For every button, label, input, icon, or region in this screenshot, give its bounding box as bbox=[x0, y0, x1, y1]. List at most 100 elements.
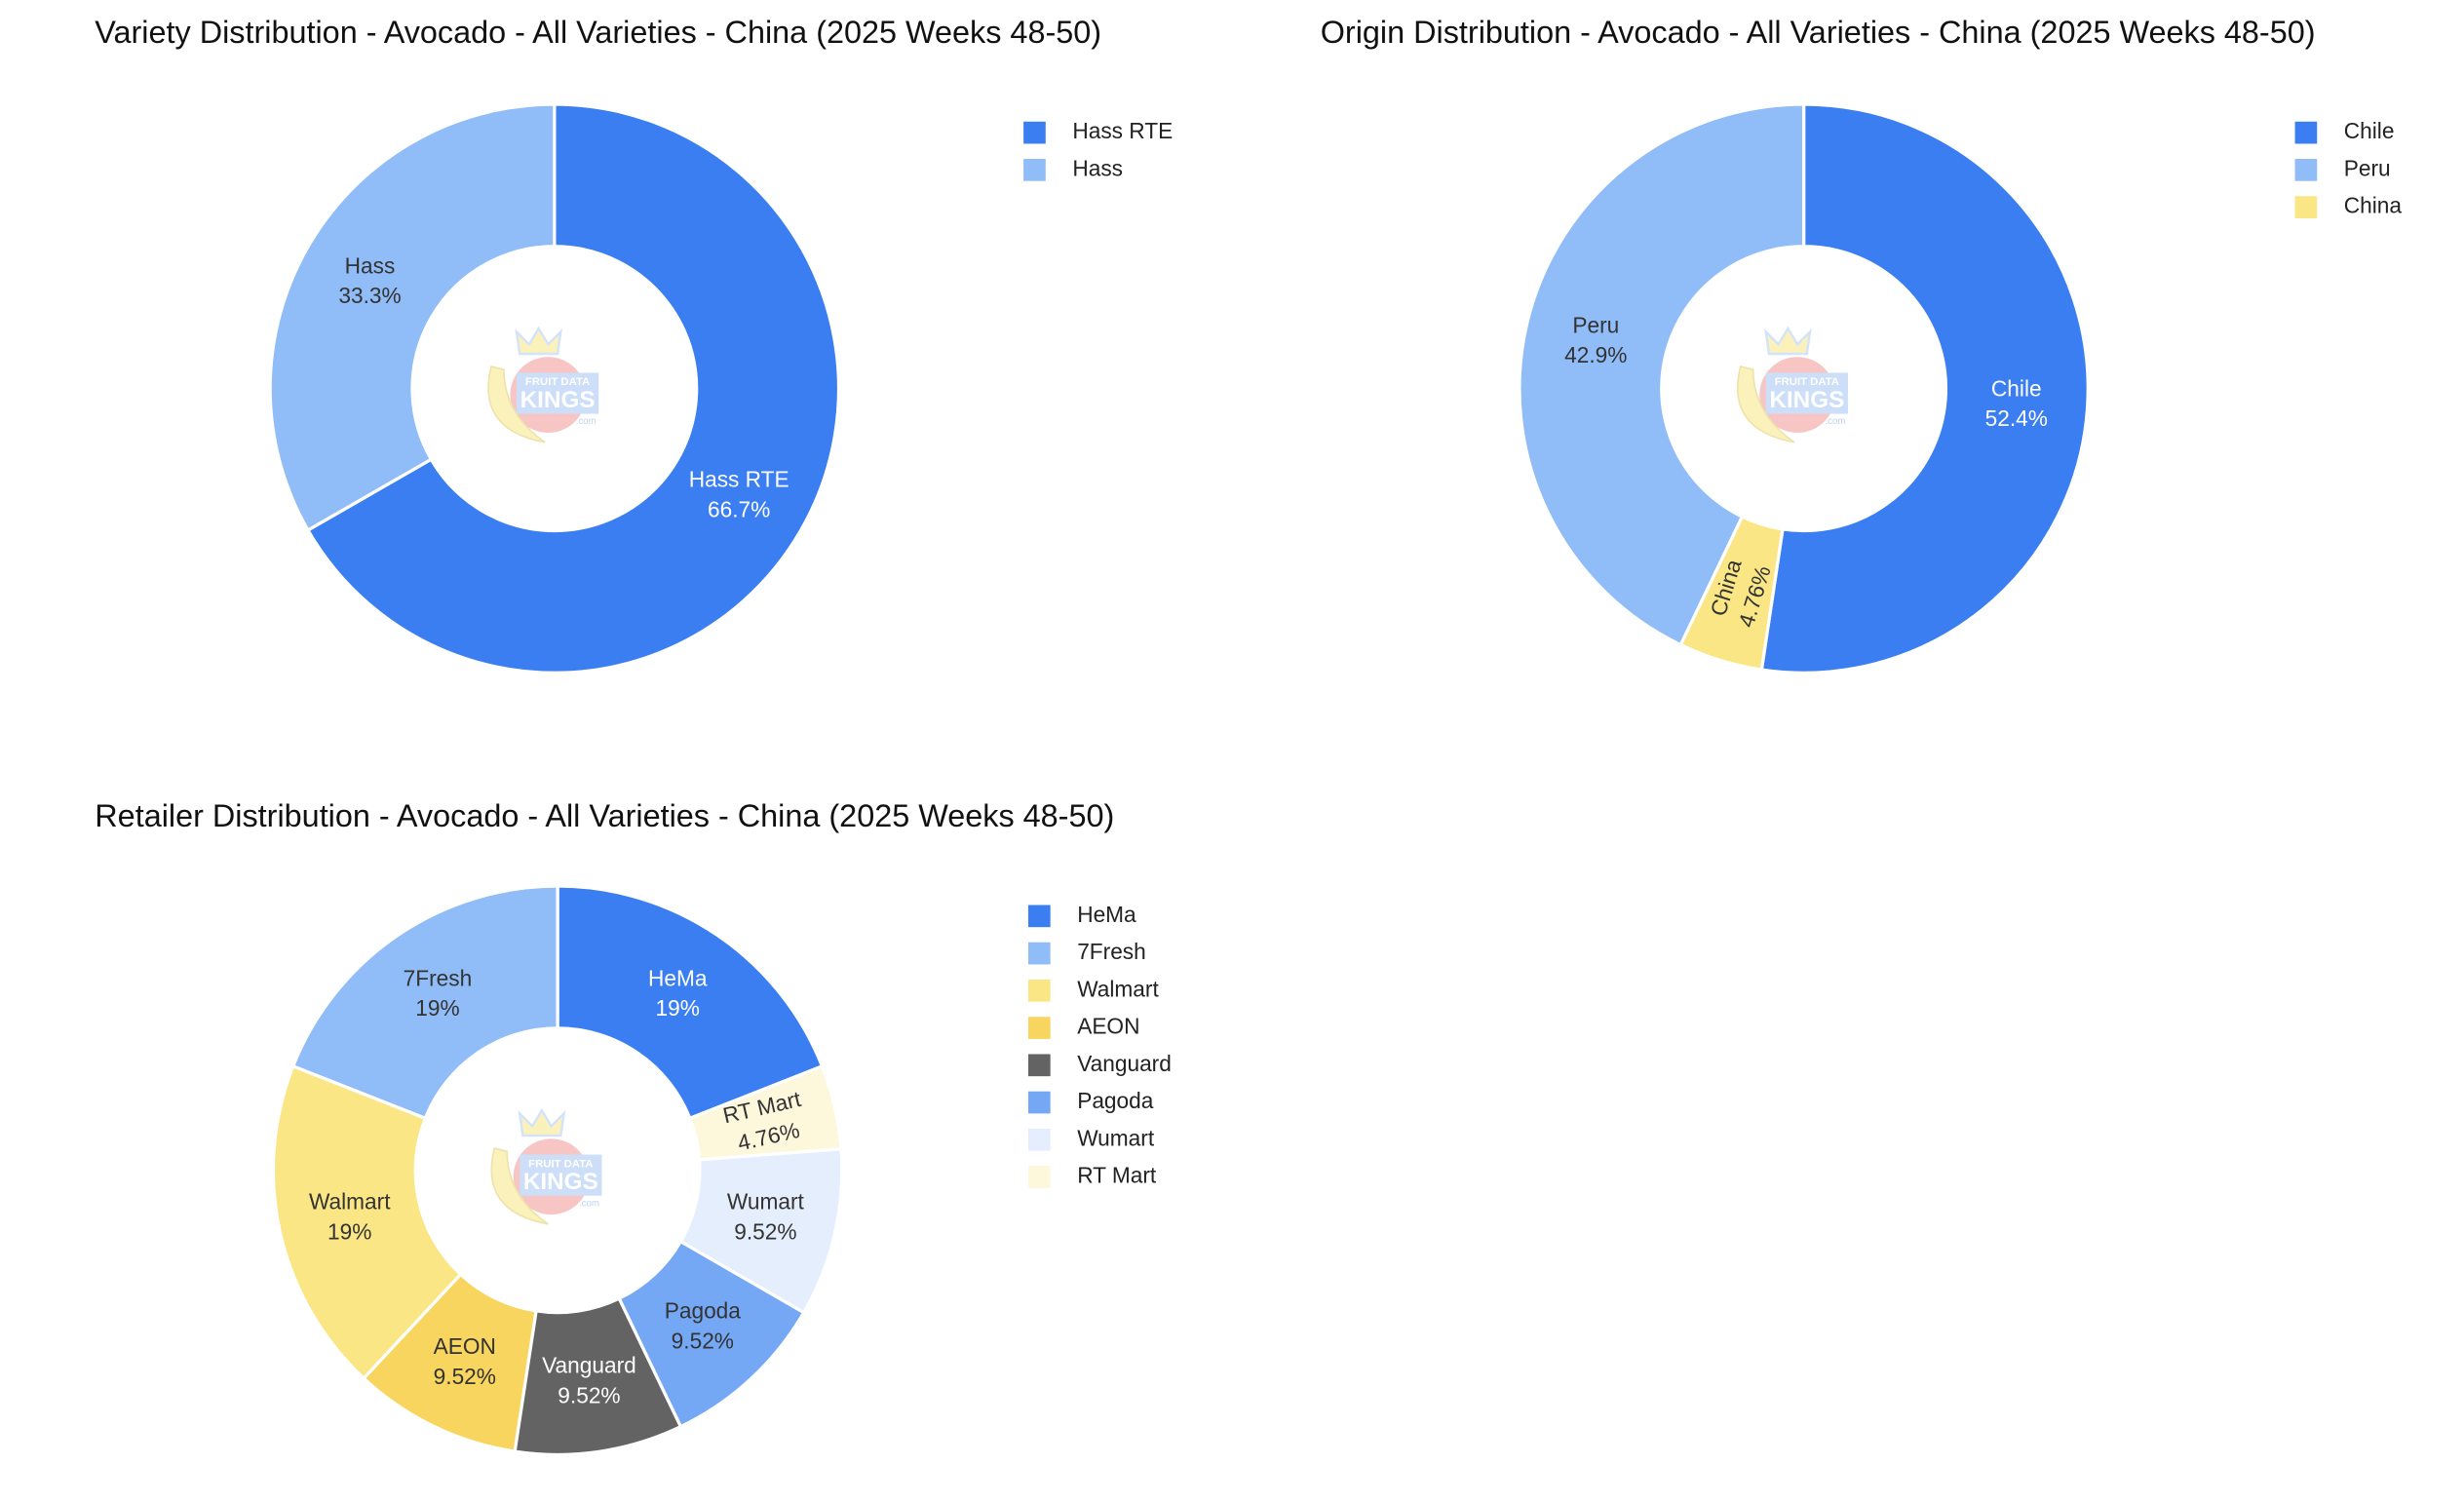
legend-label: Chile bbox=[2344, 118, 2395, 143]
slice-value: 42.9% bbox=[1564, 342, 1627, 367]
logo-banana bbox=[490, 1147, 549, 1225]
legend-swatch bbox=[1023, 159, 1046, 181]
legend-label: Pagoda bbox=[1077, 1088, 1154, 1113]
legend-swatch bbox=[2294, 121, 2318, 144]
legend-label: 7Fresh bbox=[1077, 939, 1146, 964]
slice-label: HeMa 19% bbox=[648, 965, 708, 1021]
logo-crown bbox=[518, 1107, 566, 1137]
slice-value: 9.52% bbox=[434, 1364, 496, 1389]
chart: Retailer Distribution - Avocado - All Va… bbox=[95, 798, 1172, 1457]
slice bbox=[678, 1146, 844, 1315]
slice-value: 33.3% bbox=[338, 283, 401, 308]
slice-label: 7Fresh 19% bbox=[404, 965, 473, 1021]
legend-label: Walmart bbox=[1077, 976, 1159, 1001]
chart-title: Retailer Distribution - Avocado - All Va… bbox=[95, 798, 1114, 833]
legend-swatch bbox=[1023, 121, 1046, 144]
slice-label: Peru 42.9% bbox=[1564, 312, 1627, 367]
slice-name: Hass RTE bbox=[689, 467, 789, 492]
logo-plate bbox=[1765, 372, 1848, 414]
logo-text: .com bbox=[1825, 416, 1845, 427]
legend-swatch bbox=[1027, 979, 1051, 1002]
slice bbox=[1759, 102, 2090, 674]
slice bbox=[617, 1239, 806, 1429]
slice bbox=[687, 1063, 843, 1162]
chart: Origin Distribution - Avocado - All Vari… bbox=[1321, 15, 2403, 674]
slice-name: Hass bbox=[345, 252, 396, 278]
slice-name: Vanguard bbox=[542, 1352, 636, 1377]
slice-label: Chile 52.4% bbox=[1985, 375, 2048, 431]
slice-value: 9.52% bbox=[558, 1382, 620, 1407]
slice-value: 9.52% bbox=[672, 1328, 734, 1353]
slice-label: AEON 9.52% bbox=[434, 1333, 496, 1389]
slice-name: Pagoda bbox=[665, 1298, 742, 1324]
legend-label: AEON bbox=[1077, 1014, 1139, 1039]
slice-label: Hass 33.3% bbox=[338, 252, 401, 308]
slice bbox=[271, 1063, 463, 1381]
logo-banana bbox=[1736, 365, 1795, 443]
slice bbox=[1518, 102, 1806, 647]
logo-plate bbox=[520, 1154, 602, 1196]
legend-label: RT Mart bbox=[1077, 1163, 1157, 1188]
slice-name: HeMa bbox=[648, 965, 708, 990]
slice bbox=[361, 1272, 538, 1453]
slice bbox=[305, 102, 841, 674]
slice-value: 19% bbox=[415, 995, 459, 1021]
logo-crown bbox=[1763, 326, 1812, 356]
legend-label: HeMa bbox=[1077, 902, 1136, 927]
chart-title: Variety Distribution - Avocado - All Var… bbox=[95, 15, 1101, 50]
legend-swatch bbox=[1027, 1091, 1051, 1114]
slice-label: Walmart 19% bbox=[309, 1188, 391, 1244]
chart: Variety Distribution - Avocado - All Var… bbox=[95, 15, 1173, 674]
slice-label: Hass RTE 66.7% bbox=[689, 467, 789, 522]
logo-banana bbox=[487, 365, 546, 443]
slice-name: AEON bbox=[434, 1333, 496, 1359]
slice bbox=[556, 884, 825, 1121]
slice bbox=[1678, 514, 1785, 672]
slice-value: 66.7% bbox=[708, 496, 770, 521]
slice-value: 9.52% bbox=[734, 1219, 796, 1245]
legend-swatch bbox=[1027, 1128, 1051, 1151]
logo-text: .com bbox=[579, 1198, 599, 1209]
logo-text: .com bbox=[576, 416, 597, 427]
slice-label: Wumart 9.52% bbox=[727, 1189, 805, 1245]
logo-crown bbox=[515, 326, 563, 356]
logo-text: FRUIT DATA bbox=[525, 376, 590, 388]
legend-label: Hass RTE bbox=[1072, 118, 1173, 143]
logo-text: KINGS bbox=[523, 1169, 598, 1195]
slice-name: Wumart bbox=[727, 1189, 805, 1214]
chart-title: Origin Distribution - Avocado - All Vari… bbox=[1321, 15, 2316, 50]
slice bbox=[268, 102, 557, 533]
slice-name: Walmart bbox=[309, 1188, 391, 1214]
slice bbox=[290, 884, 559, 1121]
legend-swatch bbox=[2294, 159, 2318, 181]
legend-swatch bbox=[2294, 196, 2318, 218]
slice-value: 19% bbox=[327, 1218, 371, 1244]
slice-name: Peru bbox=[1572, 312, 1619, 337]
slice-label: Vanguard 9.52% bbox=[542, 1352, 636, 1407]
logo-text: FRUIT DATA bbox=[528, 1158, 593, 1170]
legend-label: Peru bbox=[2344, 155, 2391, 180]
slice-name: 7Fresh bbox=[404, 965, 473, 990]
slice-name: Chile bbox=[1991, 375, 2042, 401]
legend-label: Vanguard bbox=[1077, 1051, 1172, 1076]
legend-swatch bbox=[1027, 1166, 1051, 1188]
slice-label: Pagoda 9.52% bbox=[665, 1298, 742, 1354]
logo-text: KINGS bbox=[520, 387, 596, 413]
legend-swatch bbox=[1027, 905, 1051, 928]
logo-text: KINGS bbox=[1769, 387, 1844, 413]
legend-swatch bbox=[1027, 942, 1051, 965]
logo-text: FRUIT DATA bbox=[1775, 376, 1839, 388]
legend-swatch bbox=[1027, 1017, 1051, 1039]
logo-fruit bbox=[513, 1138, 590, 1215]
logo-fruit bbox=[1759, 357, 1836, 433]
legend-label: China bbox=[2344, 193, 2403, 218]
logo-plate bbox=[516, 372, 599, 414]
legend-label: Hass bbox=[1072, 155, 1123, 180]
legend-swatch bbox=[1027, 1054, 1051, 1077]
legend-label: Wumart bbox=[1077, 1125, 1155, 1150]
slice-value: 19% bbox=[656, 995, 700, 1021]
